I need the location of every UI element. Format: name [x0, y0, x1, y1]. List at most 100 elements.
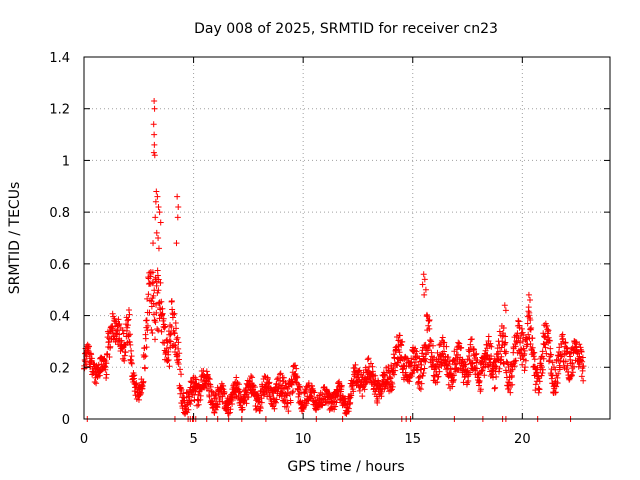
data-point [435, 364, 442, 371]
data-point [518, 325, 525, 332]
data-point [567, 356, 574, 363]
data-point [155, 235, 162, 241]
data-point [531, 349, 538, 356]
data-point [155, 203, 162, 210]
data-point [121, 357, 128, 364]
y-tick-label: 0.2 [49, 361, 70, 376]
data-point [122, 349, 129, 356]
data-point [419, 347, 426, 354]
data-point [528, 324, 535, 331]
data-point [539, 366, 546, 373]
data-point [562, 339, 569, 346]
data-point [542, 344, 549, 351]
data-point [173, 240, 180, 247]
data-point [233, 374, 240, 381]
data-point [274, 376, 281, 383]
data-point [88, 355, 95, 362]
data-point [473, 350, 480, 357]
data-point [285, 408, 292, 415]
data-point [486, 356, 493, 363]
data-point [545, 334, 552, 341]
data-point [399, 338, 406, 345]
data-point [531, 356, 538, 363]
data-point [211, 409, 218, 416]
data-point [539, 348, 546, 355]
data-point [317, 389, 324, 396]
data-point [524, 341, 531, 348]
data-point [206, 393, 213, 400]
data-point [193, 376, 200, 383]
data-point [333, 399, 340, 406]
data-point [458, 344, 465, 351]
data-point [148, 326, 155, 333]
data-point [151, 152, 158, 159]
data-point [351, 365, 358, 372]
data-point [155, 327, 162, 334]
data-point [527, 297, 534, 304]
data-point [512, 343, 519, 350]
data-point [556, 344, 563, 351]
data-point [407, 363, 414, 370]
data-point [294, 374, 301, 381]
data-point [127, 331, 134, 338]
data-point [197, 396, 204, 403]
data-point [176, 366, 183, 373]
x-tick-labels: 0 5 10 15 20 [80, 432, 531, 447]
data-point [492, 362, 499, 369]
data-point [151, 97, 158, 104]
data-point [290, 388, 297, 395]
data-point [154, 272, 161, 279]
data-point [421, 276, 428, 283]
data-point [506, 385, 513, 392]
data-point [572, 338, 579, 345]
data-point [547, 345, 554, 352]
data-point [158, 298, 165, 305]
data-point [546, 337, 553, 344]
data-point [135, 396, 142, 403]
data-point [174, 334, 181, 341]
data-point [332, 403, 339, 410]
data-point [293, 365, 300, 372]
data-point [456, 340, 463, 347]
data-point [399, 366, 406, 373]
data-point [521, 367, 528, 374]
data-point [493, 364, 500, 371]
data-point [111, 315, 118, 322]
data-point [200, 367, 207, 374]
data-point [214, 401, 221, 408]
data-point [535, 389, 542, 396]
plot-frame [83, 56, 611, 420]
data-point [579, 367, 586, 374]
data-point [540, 355, 547, 362]
data-point [126, 339, 133, 346]
data-point [154, 267, 161, 274]
data-point [309, 383, 316, 390]
data-point [303, 400, 310, 407]
data-point [392, 367, 399, 374]
data-point [166, 337, 173, 344]
data-point [155, 245, 162, 252]
data-point [417, 386, 424, 393]
data-point [159, 311, 166, 318]
data-point [137, 390, 144, 397]
data-point [125, 332, 132, 339]
data-point [293, 373, 300, 380]
data-point [239, 406, 246, 413]
data-point [103, 375, 110, 382]
data-point [568, 372, 575, 379]
data-point [545, 327, 552, 334]
data-point [378, 388, 385, 395]
data-point [167, 338, 174, 345]
data-point [253, 406, 260, 413]
data-point [428, 349, 435, 356]
data-point [283, 403, 290, 410]
data-point [398, 342, 405, 349]
data-point [498, 353, 505, 360]
data-point [336, 378, 343, 385]
chart-title: Day 008 of 2025, SRMTID for receiver cn2… [194, 21, 498, 37]
data-point [496, 328, 503, 335]
data-point [466, 357, 473, 364]
data-point [408, 370, 415, 377]
data-point [150, 279, 157, 286]
data-point [405, 377, 412, 384]
